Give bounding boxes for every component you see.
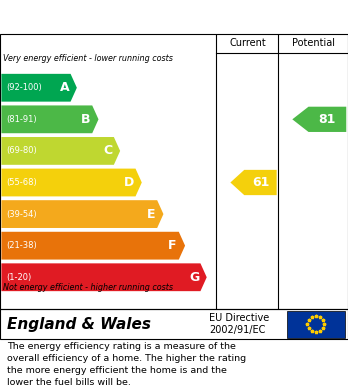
- Polygon shape: [1, 200, 164, 228]
- Text: (39-54): (39-54): [7, 210, 37, 219]
- Text: D: D: [124, 176, 134, 189]
- Text: (81-91): (81-91): [7, 115, 37, 124]
- Text: Not energy efficient - higher running costs: Not energy efficient - higher running co…: [3, 283, 174, 292]
- Text: Energy Efficiency Rating: Energy Efficiency Rating: [10, 9, 220, 25]
- Text: Potential: Potential: [292, 38, 335, 48]
- Polygon shape: [1, 137, 120, 165]
- Text: (21-38): (21-38): [7, 241, 37, 250]
- Polygon shape: [1, 74, 77, 102]
- Text: B: B: [81, 113, 91, 126]
- Polygon shape: [1, 106, 98, 133]
- Polygon shape: [1, 169, 142, 196]
- Text: (69-80): (69-80): [7, 146, 37, 155]
- Text: EU Directive
2002/91/EC: EU Directive 2002/91/EC: [209, 313, 269, 335]
- Text: E: E: [147, 208, 155, 221]
- Text: F: F: [168, 239, 177, 252]
- Text: (55-68): (55-68): [7, 178, 37, 187]
- Text: Current: Current: [229, 38, 266, 48]
- Text: 81: 81: [319, 113, 336, 126]
- Text: C: C: [103, 144, 112, 158]
- Text: A: A: [60, 81, 69, 94]
- Polygon shape: [292, 107, 346, 132]
- Polygon shape: [1, 264, 207, 291]
- Polygon shape: [230, 170, 277, 195]
- Text: G: G: [189, 271, 199, 284]
- Text: England & Wales: England & Wales: [7, 316, 151, 332]
- Text: (92-100): (92-100): [7, 83, 42, 92]
- Polygon shape: [1, 232, 185, 260]
- Text: Very energy efficient - lower running costs: Very energy efficient - lower running co…: [3, 54, 173, 63]
- Text: 61: 61: [252, 176, 269, 189]
- Text: (1-20): (1-20): [7, 273, 32, 282]
- Text: The energy efficiency rating is a measure of the
overall efficiency of a home. T: The energy efficiency rating is a measur…: [7, 342, 246, 387]
- Bar: [287, 310, 345, 337]
